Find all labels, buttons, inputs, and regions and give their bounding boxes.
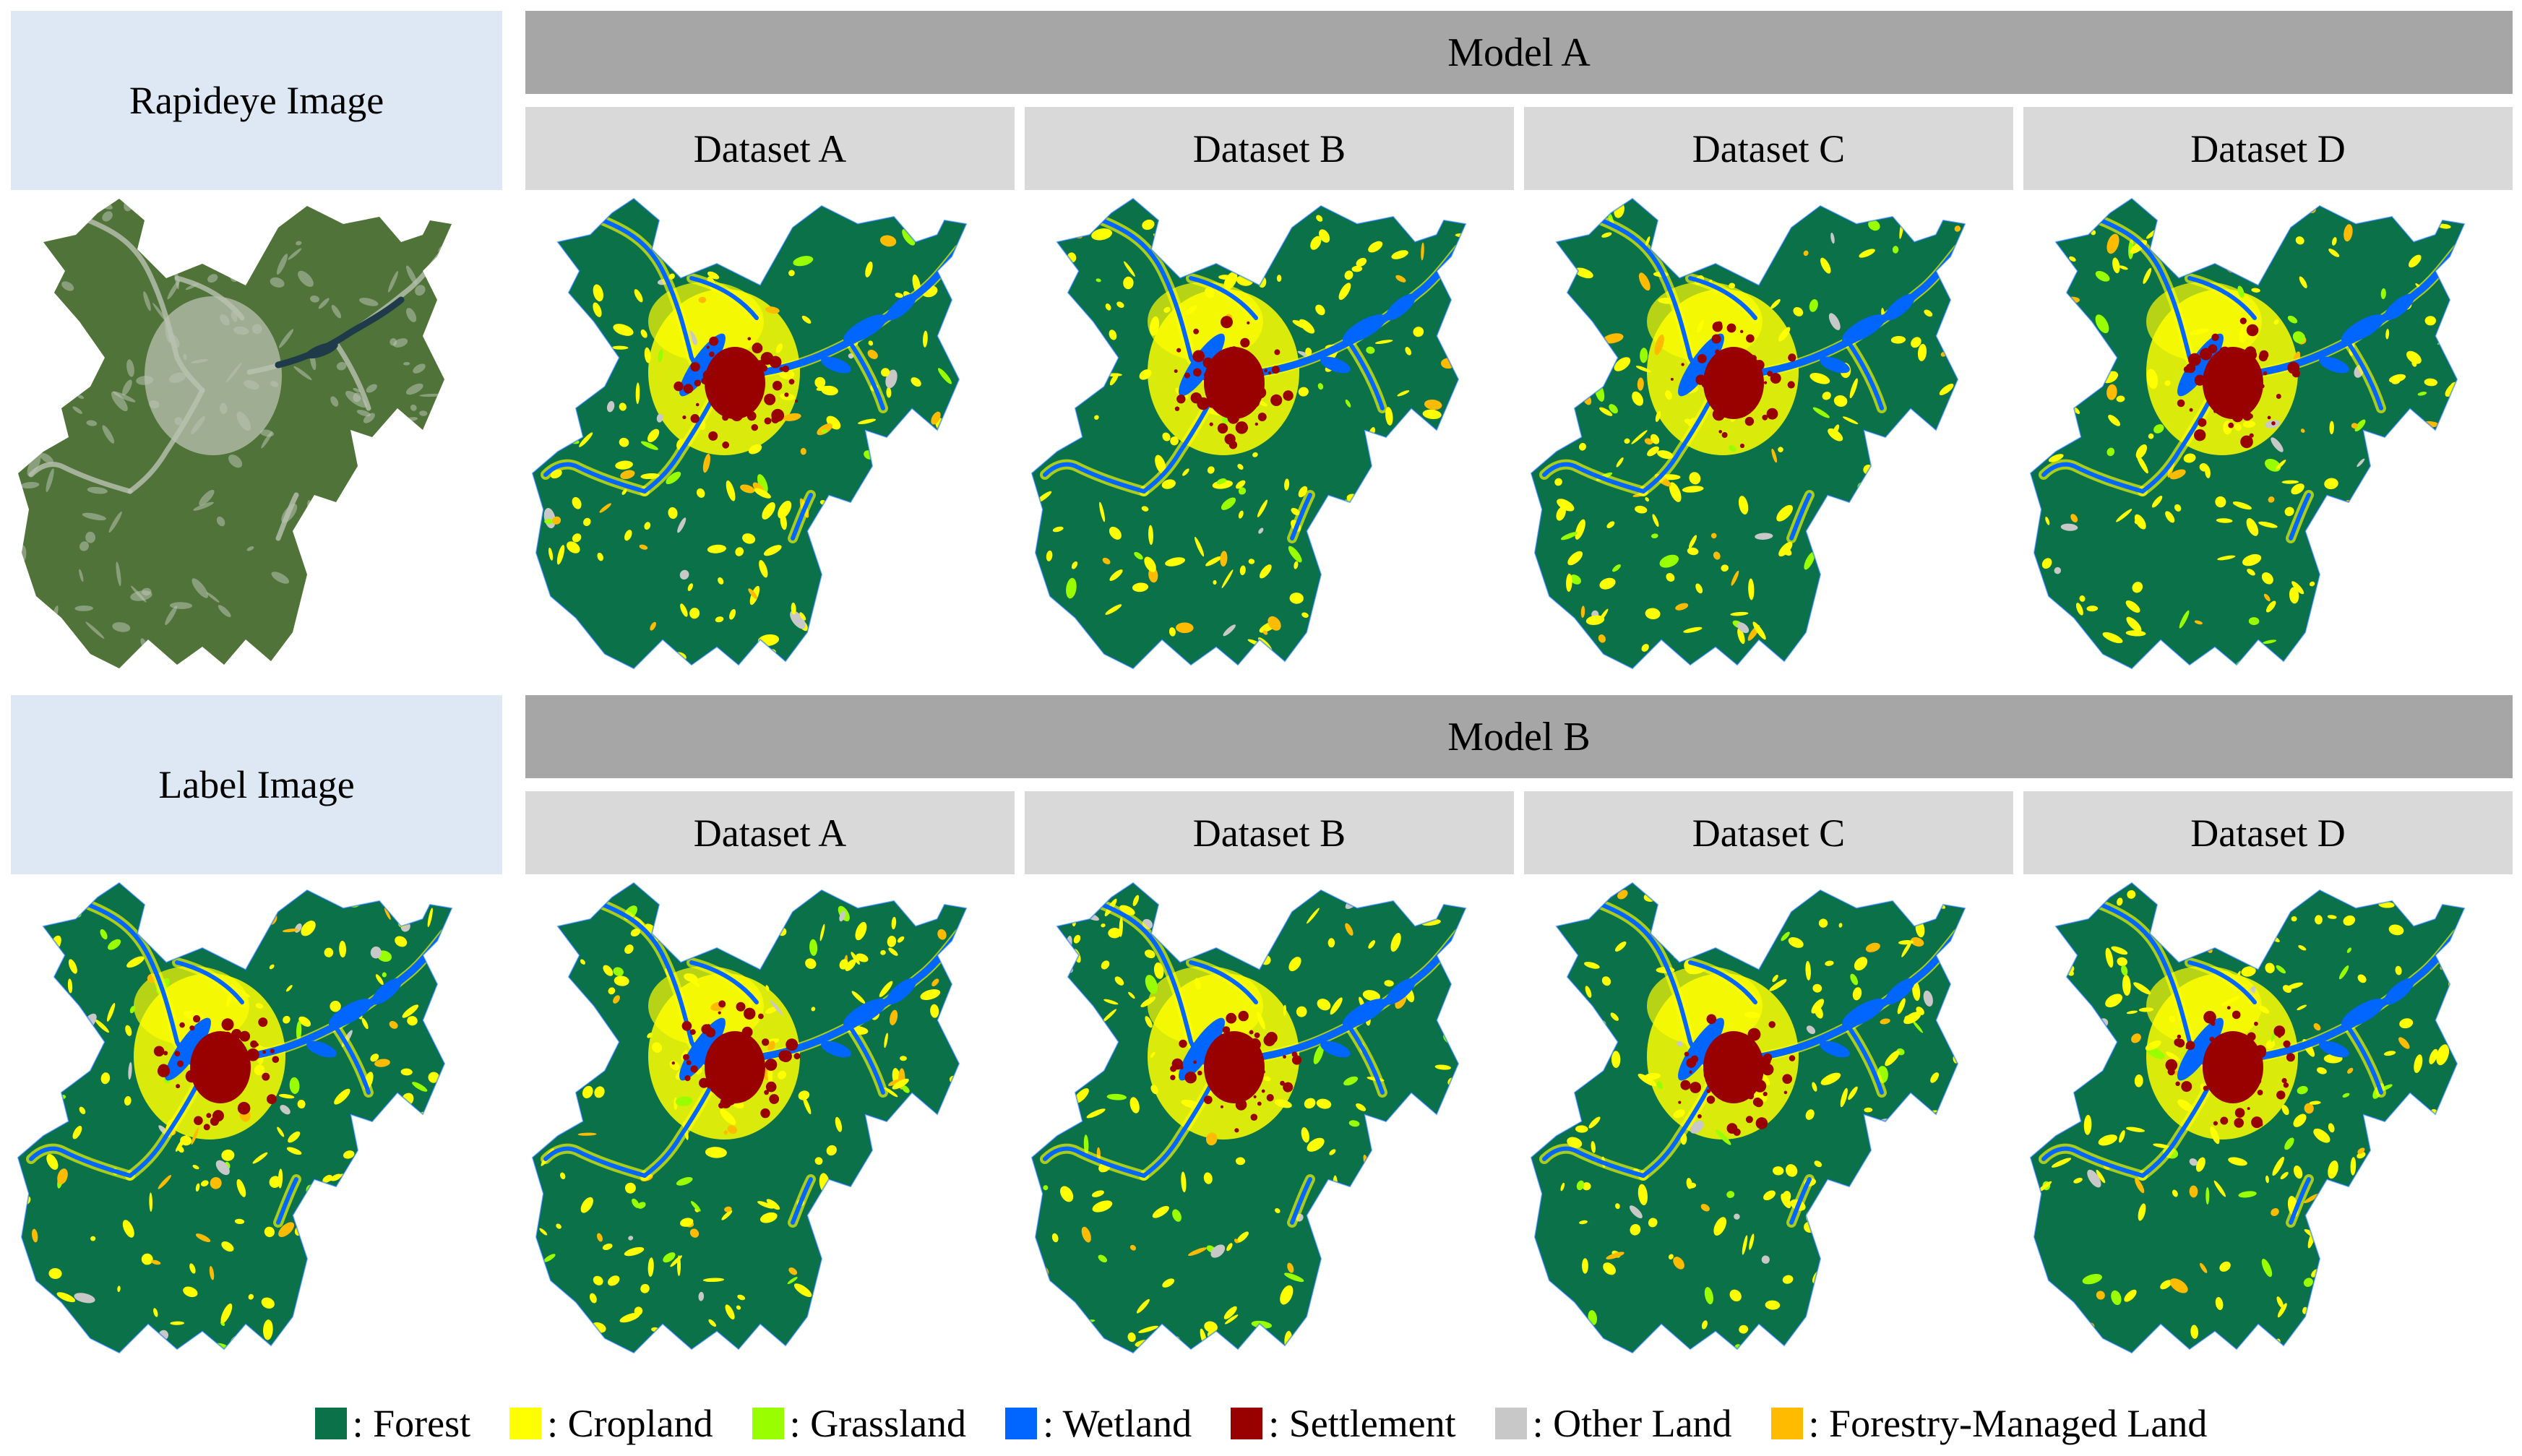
model-a-dataset-c-map <box>1530 197 1966 670</box>
label-image-map <box>17 882 453 1354</box>
label-image-label: Label Image <box>11 695 502 874</box>
grassland-swatch <box>752 1408 784 1439</box>
legend-item-settlement: : Settlement <box>1231 1401 1456 1446</box>
rapideye-image-label: Rapideye Image <box>11 11 502 190</box>
model-a-dataset-a-map <box>531 197 968 670</box>
legend-item-forestry-managed-land: : Forestry-Managed Land <box>1770 1401 2208 1446</box>
model-b-dataset-a-map <box>531 882 968 1354</box>
top-dataset-d-header: Dataset D <box>2023 107 2513 190</box>
legend-label-forestry-managed-land: : Forestry-Managed Land <box>1808 1402 2208 1445</box>
settlement-swatch <box>1231 1408 1263 1439</box>
forestry-managed-land-swatch <box>1770 1408 1803 1439</box>
legend-item-forest: : Forest <box>314 1401 471 1446</box>
legend-label-cropland: : Cropland <box>547 1402 713 1445</box>
model-b-dataset-b-map <box>1030 882 1467 1354</box>
legend-item-cropland: : Cropland <box>509 1401 713 1446</box>
legend-label-wetland: : Wetland <box>1043 1402 1192 1445</box>
model-a-dataset-d-map <box>2029 197 2466 670</box>
legend: : Forest : Cropland : Grassland : Wetlan… <box>0 1395 2522 1452</box>
forest-swatch <box>314 1408 347 1439</box>
legend-label-settlement: : Settlement <box>1268 1402 1456 1445</box>
legend-label-forest: : Forest <box>352 1402 471 1445</box>
legend-item-grassland: : Grassland <box>752 1401 966 1446</box>
bottom-dataset-c-header: Dataset C <box>1524 791 2013 874</box>
bottom-dataset-d-header: Dataset D <box>2023 791 2513 874</box>
rapideye-satellite-image <box>18 199 452 668</box>
model-a-header: Model A <box>525 11 2513 94</box>
model-b-header: Model B <box>525 695 2513 778</box>
bottom-dataset-b-header: Dataset B <box>1025 791 1514 874</box>
bottom-dataset-a-header: Dataset A <box>525 791 1015 874</box>
wetland-swatch <box>1005 1408 1038 1439</box>
top-dataset-c-header: Dataset C <box>1524 107 2013 190</box>
cropland-swatch <box>509 1408 542 1439</box>
other-land-swatch <box>1494 1408 1527 1439</box>
top-dataset-a-header: Dataset A <box>525 107 1015 190</box>
legend-label-other-land: : Other Land <box>1532 1402 1732 1445</box>
top-dataset-b-header: Dataset B <box>1025 107 1514 190</box>
legend-item-wetland: : Wetland <box>1005 1401 1192 1446</box>
legend-item-other-land: : Other Land <box>1494 1401 1732 1446</box>
model-b-dataset-c-map <box>1530 882 1966 1354</box>
model-b-dataset-d-map <box>2029 882 2466 1354</box>
legend-label-grassland: : Grassland <box>789 1402 967 1445</box>
model-a-dataset-b-map <box>1030 197 1467 670</box>
